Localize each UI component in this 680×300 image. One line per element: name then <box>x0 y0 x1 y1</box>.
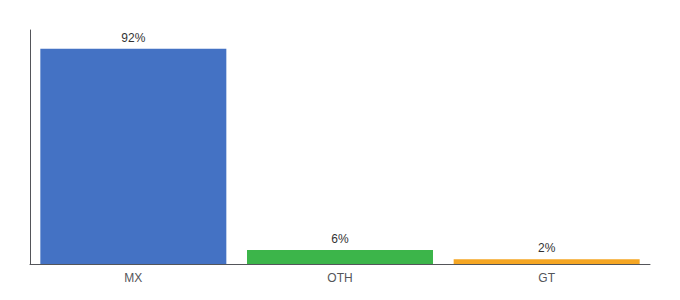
svg-text:MX: MX <box>124 271 142 285</box>
svg-text:92%: 92% <box>121 31 145 45</box>
svg-text:GT: GT <box>538 271 555 285</box>
svg-text:6%: 6% <box>331 232 349 246</box>
svg-text:2%: 2% <box>538 241 556 255</box>
svg-text:OTH: OTH <box>327 271 352 285</box>
